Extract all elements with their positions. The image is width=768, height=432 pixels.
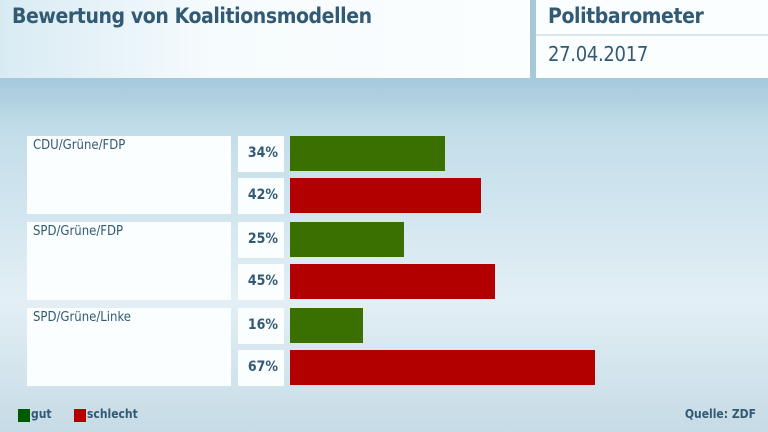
bar-gut bbox=[290, 308, 363, 343]
bar-gut bbox=[290, 136, 445, 171]
header-brand-divider bbox=[536, 34, 768, 36]
date-label: 27.04.2017 bbox=[548, 42, 648, 66]
category-label-box: SPD/Grüne/FDP bbox=[27, 222, 231, 300]
brand-label: Politbarometer bbox=[548, 4, 704, 28]
value-label: 25% bbox=[247, 231, 278, 247]
category-label-box: SPD/Grüne/Linke bbox=[27, 308, 231, 386]
bar-schlecht bbox=[290, 264, 495, 299]
bar-schlecht bbox=[290, 178, 481, 213]
value-box-gut: 34% bbox=[238, 136, 284, 172]
legend-label-gut: gut bbox=[31, 407, 52, 421]
value-box-gut: 16% bbox=[238, 308, 284, 344]
legend-label-schlecht: schlecht bbox=[87, 407, 138, 421]
source-label: Quelle: ZDF bbox=[684, 407, 756, 421]
header-divider bbox=[530, 0, 536, 78]
category-label: SPD/Grüne/FDP bbox=[33, 224, 124, 239]
value-box-schlecht: 67% bbox=[238, 350, 284, 386]
category-label: CDU/Grüne/FDP bbox=[33, 138, 126, 153]
value-label: 45% bbox=[247, 273, 278, 289]
value-label: 16% bbox=[247, 317, 278, 333]
category-label: SPD/Grüne/Linke bbox=[33, 310, 131, 325]
header-title-panel bbox=[0, 0, 530, 78]
legend-swatch-schlecht bbox=[74, 409, 86, 422]
value-label: 67% bbox=[247, 359, 278, 375]
value-label: 42% bbox=[247, 187, 278, 203]
header-date-panel bbox=[536, 36, 768, 78]
value-box-schlecht: 42% bbox=[238, 178, 284, 214]
value-label: 34% bbox=[247, 145, 278, 161]
legend-swatch-gut bbox=[18, 409, 30, 422]
value-box-gut: 25% bbox=[238, 222, 284, 258]
header-brand-panel bbox=[536, 0, 768, 34]
chart-title: Bewertung von Koalitionsmodellen bbox=[12, 4, 372, 28]
bar-gut bbox=[290, 222, 404, 257]
bar-schlecht bbox=[290, 350, 595, 385]
category-label-box: CDU/Grüne/FDP bbox=[27, 136, 231, 214]
value-box-schlecht: 45% bbox=[238, 264, 284, 300]
